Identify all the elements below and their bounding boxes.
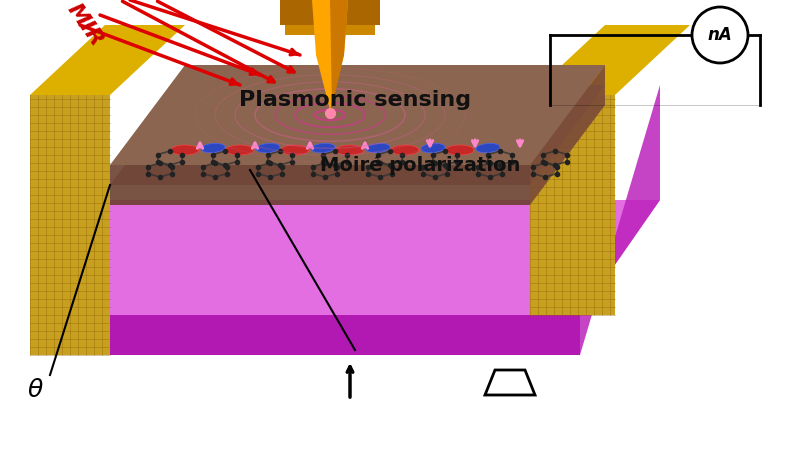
Text: nA: nA bbox=[708, 26, 732, 44]
Polygon shape bbox=[330, 0, 348, 107]
Ellipse shape bbox=[201, 143, 225, 152]
Ellipse shape bbox=[391, 145, 419, 155]
Text: MIR: MIR bbox=[63, 0, 107, 51]
Text: Moiré polarization: Moiré polarization bbox=[320, 155, 520, 175]
Polygon shape bbox=[30, 95, 110, 355]
Ellipse shape bbox=[421, 143, 445, 152]
Polygon shape bbox=[580, 85, 660, 355]
Polygon shape bbox=[285, 0, 375, 35]
Polygon shape bbox=[110, 65, 605, 165]
Polygon shape bbox=[30, 315, 580, 355]
Ellipse shape bbox=[281, 145, 309, 155]
Ellipse shape bbox=[171, 145, 199, 155]
Polygon shape bbox=[530, 25, 690, 95]
Polygon shape bbox=[530, 95, 615, 315]
Ellipse shape bbox=[476, 143, 500, 152]
Text: Plasmonic sensing: Plasmonic sensing bbox=[239, 90, 471, 110]
Text: $\theta$: $\theta$ bbox=[27, 378, 44, 402]
Polygon shape bbox=[485, 370, 535, 395]
Polygon shape bbox=[312, 0, 348, 110]
Circle shape bbox=[692, 7, 748, 63]
Polygon shape bbox=[30, 25, 185, 95]
Ellipse shape bbox=[366, 143, 390, 152]
Polygon shape bbox=[110, 85, 605, 185]
Ellipse shape bbox=[226, 145, 254, 155]
Polygon shape bbox=[530, 65, 605, 205]
Ellipse shape bbox=[256, 143, 280, 152]
Polygon shape bbox=[110, 165, 530, 205]
Polygon shape bbox=[280, 0, 380, 25]
Ellipse shape bbox=[446, 145, 474, 155]
Ellipse shape bbox=[336, 145, 364, 155]
Polygon shape bbox=[30, 200, 660, 315]
Ellipse shape bbox=[311, 143, 335, 152]
